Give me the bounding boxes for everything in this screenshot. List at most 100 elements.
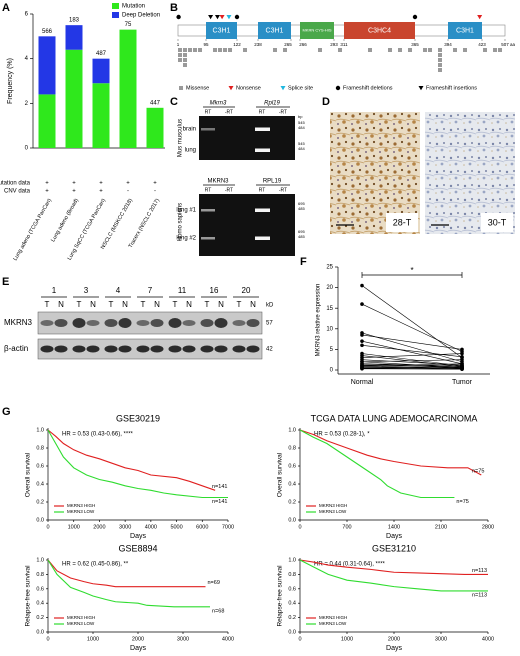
mutation-mark xyxy=(183,58,187,62)
band xyxy=(255,148,270,152)
dot xyxy=(460,367,464,371)
mutation-mark xyxy=(463,48,467,52)
blot xyxy=(37,311,263,335)
mutation-mark xyxy=(388,48,392,52)
lane-label: N xyxy=(250,300,256,309)
n-label: n=69 xyxy=(208,580,220,586)
blot-band xyxy=(182,320,196,326)
n-label: n=113 xyxy=(472,592,487,598)
domain xyxy=(344,22,415,39)
x-tick-label: 2000 xyxy=(132,636,144,642)
x-tick-label: 1400 xyxy=(388,524,400,530)
tissue-label: brain xyxy=(183,127,196,133)
mutation-mark xyxy=(368,48,372,52)
blot-band xyxy=(86,320,100,326)
tissue-label: lung xyxy=(185,148,196,154)
hazard-ratio: HR = 0.44 (0.31-0.64), **** xyxy=(314,562,386,568)
species-label: Mus musculus xyxy=(178,119,184,157)
marker-label: 485 xyxy=(298,206,305,211)
marker-unit: bp xyxy=(298,114,303,119)
panel-label: D xyxy=(322,96,330,108)
n-label: n=68 xyxy=(212,608,224,614)
blot xyxy=(37,338,263,360)
mutation-mark xyxy=(183,48,187,52)
mutation-mark xyxy=(398,48,402,52)
mutation-mark xyxy=(483,48,487,52)
dot xyxy=(460,351,464,356)
dot xyxy=(360,283,364,288)
label-box xyxy=(481,213,513,232)
row-mark: + xyxy=(99,189,103,195)
y-tick-label: 1.0 xyxy=(36,557,44,563)
lane-label: RT xyxy=(205,109,212,115)
blot-band xyxy=(168,318,182,328)
mutation-mark xyxy=(188,48,192,52)
y-tick-label: 15 xyxy=(326,306,333,312)
bar xyxy=(38,94,56,148)
n-label: n=113 xyxy=(472,568,487,574)
band xyxy=(201,237,215,240)
category-label: Tracerx (NSCLC 2017) xyxy=(128,198,161,250)
marker-label: 484 xyxy=(298,146,305,151)
pair-line xyxy=(361,355,463,368)
x-tick-label: 3000 xyxy=(177,636,189,642)
x-tick-label: 1000 xyxy=(87,636,99,642)
bar xyxy=(65,25,83,50)
bar xyxy=(92,58,110,84)
y-tick-label: 0.2 xyxy=(288,615,296,621)
mutation-mark xyxy=(178,58,182,62)
x-tick-label: Normal xyxy=(351,379,374,386)
lane-label: T xyxy=(205,300,210,309)
lane-label: T xyxy=(45,300,50,309)
tick-label: 122 xyxy=(233,42,241,47)
lane-label: -RT xyxy=(279,109,287,115)
size-unit: kD xyxy=(266,303,274,309)
plot-title: TCGA DATA LUNG ADEMOCARCINOMA xyxy=(311,413,478,423)
tick-label: 238 xyxy=(254,42,262,47)
dot xyxy=(360,302,364,306)
mutation-mark xyxy=(438,58,442,62)
y-tick-label: 0.8 xyxy=(288,572,296,578)
marker-label: 485 xyxy=(298,234,305,239)
lane-label: T xyxy=(173,300,178,309)
survival-curve xyxy=(299,559,488,592)
size-label: 42 xyxy=(266,347,273,353)
pair-line xyxy=(361,332,463,363)
pair-line xyxy=(361,353,463,367)
legend-label: Splice site xyxy=(288,85,313,91)
row-mark: + xyxy=(153,181,157,187)
blot-band xyxy=(72,318,86,328)
legend-label: Deep Deletion xyxy=(122,13,160,19)
y-tick-label: 25 xyxy=(326,265,333,271)
blot-band xyxy=(104,345,118,353)
tick-label: 95 xyxy=(203,42,209,47)
x-tick-label: 0 xyxy=(298,636,301,642)
y-tick-label: 0.6 xyxy=(36,586,44,592)
tick-label: 1 xyxy=(177,42,180,47)
y-tick-label: 0.0 xyxy=(36,629,44,635)
label-box xyxy=(386,213,418,232)
y-tick-label: 0.4 xyxy=(36,601,44,607)
mutation-mark xyxy=(412,14,418,20)
domain-label: MKRN CYS-HIS xyxy=(302,28,331,33)
mutation-mark xyxy=(213,48,217,52)
domain-label: C3H1 xyxy=(456,27,474,34)
lane-label: N xyxy=(58,300,64,309)
tick-label: 266 xyxy=(299,42,307,47)
blot-band xyxy=(150,345,164,353)
category-label: Lung adeno (TCGA PanCan) xyxy=(12,198,53,262)
mutation-mark xyxy=(198,48,202,52)
marker-label: 695 xyxy=(298,201,305,206)
bar xyxy=(119,29,137,149)
band xyxy=(201,128,215,131)
mutation-mark xyxy=(183,63,187,67)
dot xyxy=(460,362,464,366)
mutation-mark xyxy=(438,48,442,52)
protein xyxy=(177,24,506,37)
x-tick-label: 0 xyxy=(298,524,301,530)
mutation-mark xyxy=(438,53,442,57)
x-tick-label: Tumor xyxy=(452,379,473,386)
species-label: Homo sapiens xyxy=(178,203,184,241)
